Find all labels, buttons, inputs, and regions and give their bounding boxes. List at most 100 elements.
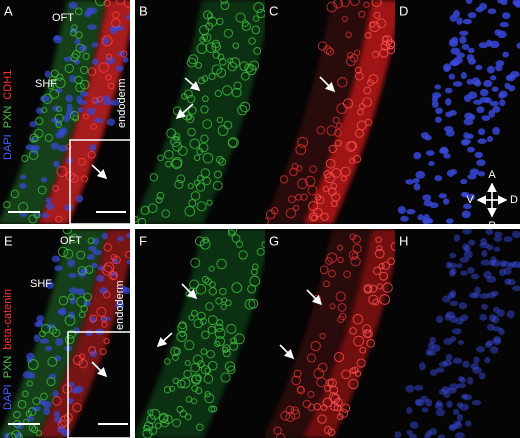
cell bbox=[27, 407, 37, 416]
nucleus bbox=[406, 208, 416, 215]
cell bbox=[156, 191, 165, 200]
panel-label: H bbox=[399, 233, 408, 248]
nucleus bbox=[473, 99, 483, 105]
cell bbox=[52, 185, 59, 192]
cell bbox=[218, 157, 227, 166]
tissue bbox=[265, 229, 395, 438]
nucleus bbox=[420, 131, 430, 139]
cell bbox=[110, 18, 121, 29]
cell bbox=[120, 50, 128, 58]
cell bbox=[241, 21, 251, 31]
nucleus bbox=[437, 434, 446, 438]
nucleus bbox=[75, 194, 84, 203]
nucleus bbox=[406, 406, 413, 414]
cell bbox=[237, 105, 248, 116]
cell bbox=[369, 21, 381, 33]
cell bbox=[185, 396, 193, 403]
nucleus bbox=[459, 36, 467, 44]
cell bbox=[248, 37, 256, 45]
cell bbox=[28, 214, 38, 224]
cell bbox=[25, 410, 32, 417]
nucleus bbox=[467, 133, 474, 139]
cell bbox=[381, 35, 393, 46]
tissue bbox=[265, 0, 395, 224]
nucleus bbox=[456, 413, 464, 422]
nucleus bbox=[461, 210, 471, 219]
cell bbox=[200, 348, 208, 355]
cell bbox=[211, 64, 223, 75]
nucleus bbox=[465, 420, 472, 427]
cell bbox=[196, 43, 208, 54]
cell bbox=[80, 175, 89, 183]
nucleus bbox=[412, 177, 420, 184]
cell bbox=[149, 173, 159, 182]
cell bbox=[313, 207, 323, 218]
tissue bbox=[135, 0, 265, 224]
cell bbox=[222, 349, 231, 358]
nucleus bbox=[467, 12, 477, 19]
cell bbox=[215, 155, 224, 164]
cell bbox=[62, 229, 73, 235]
cell bbox=[349, 0, 360, 7]
endoderm-label: endoderm bbox=[114, 280, 126, 330]
nucleus bbox=[452, 408, 460, 415]
cell bbox=[143, 421, 154, 431]
tissue-band bbox=[135, 0, 265, 224]
nucleus bbox=[475, 6, 484, 13]
shf-label: SHF bbox=[35, 78, 57, 90]
nucleus bbox=[442, 295, 451, 303]
cell bbox=[163, 385, 172, 394]
cell bbox=[333, 128, 343, 137]
nucleus bbox=[502, 12, 511, 20]
nucleus bbox=[45, 202, 55, 210]
cell bbox=[103, 291, 111, 299]
cell bbox=[215, 336, 226, 347]
nucleus bbox=[422, 194, 432, 201]
cell bbox=[297, 178, 308, 189]
compass-label: A bbox=[488, 169, 496, 181]
cell bbox=[239, 101, 251, 113]
nucleus bbox=[431, 95, 438, 103]
cell bbox=[64, 63, 74, 74]
cell bbox=[79, 79, 90, 90]
nucleus bbox=[35, 107, 44, 114]
arrow bbox=[156, 332, 173, 348]
cell bbox=[373, 11, 381, 19]
nucleus bbox=[44, 70, 51, 78]
cell bbox=[335, 291, 346, 302]
nucleus bbox=[42, 401, 52, 408]
nucleus bbox=[68, 1, 78, 10]
nucleus bbox=[41, 212, 50, 219]
cell bbox=[332, 116, 340, 124]
nucleus bbox=[517, 262, 520, 269]
arrow bbox=[279, 344, 295, 360]
cell bbox=[341, 403, 351, 413]
cell bbox=[203, 10, 213, 20]
nucleus bbox=[475, 64, 483, 70]
cell bbox=[147, 409, 154, 416]
nucleus bbox=[425, 348, 433, 355]
cell bbox=[218, 57, 227, 66]
nucleus bbox=[429, 369, 438, 376]
cell bbox=[57, 420, 67, 429]
cell bbox=[179, 409, 188, 418]
nucleus bbox=[448, 73, 456, 80]
cell bbox=[190, 257, 201, 268]
cell bbox=[157, 154, 164, 162]
nucleus bbox=[494, 246, 501, 252]
cell bbox=[69, 111, 80, 121]
cell bbox=[76, 250, 86, 260]
nucleus bbox=[506, 310, 515, 319]
cell bbox=[330, 402, 339, 411]
cell bbox=[158, 413, 169, 424]
nucleus bbox=[91, 42, 99, 48]
nucleus bbox=[68, 287, 78, 294]
nucleus bbox=[77, 99, 87, 105]
cell bbox=[343, 270, 351, 279]
cell bbox=[140, 205, 150, 215]
cell bbox=[363, 86, 372, 95]
nucleus bbox=[409, 433, 417, 438]
cell bbox=[26, 380, 33, 387]
cell bbox=[369, 284, 378, 293]
